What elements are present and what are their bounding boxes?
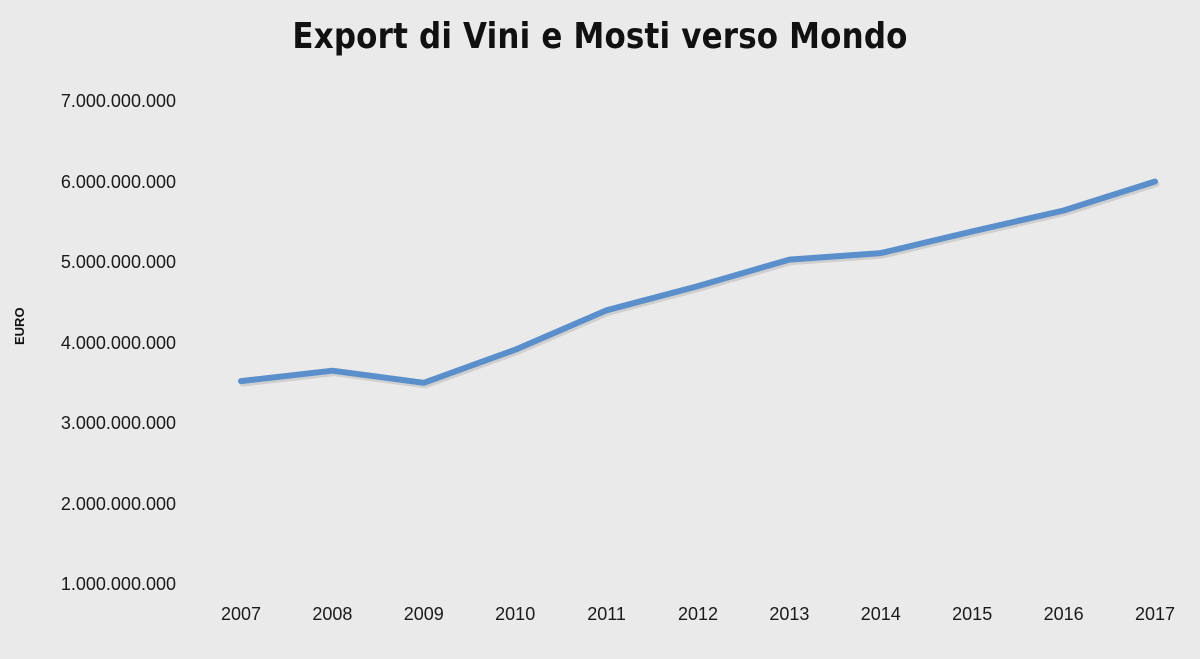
y-tick-label: 6.000.000.000 [60,171,176,192]
x-tick-label: 2016 [1043,604,1084,624]
series-line [238,178,1158,386]
y-tick-label: 2.000.000.000 [60,493,176,514]
x-tick-label: 2013 [769,604,810,624]
x-tick-label: 2008 [312,604,353,624]
y-tick-label: 7.000.000.000 [60,91,176,111]
y-tick-label: 4.000.000.000 [60,332,176,353]
x-tick-label: 2015 [952,604,993,624]
y-tick-label: 1.000.000.000 [60,574,176,594]
x-tick-label: 2017 [1134,604,1176,624]
x-tick-label: 2014 [860,604,901,624]
x-tick-label: 2009 [403,604,444,624]
chart-title: Export di Vini e Mosti verso Mondo [292,16,908,57]
y-tick-label: 5.000.000.000 [60,252,176,272]
x-tick-label: 2010 [495,604,536,624]
x-tick-label: 2012 [677,604,719,624]
y-tick-label: 3.000.000.000 [60,413,176,433]
x-tick-label: 2007 [220,604,262,624]
x-tick-label: 2011 [587,604,626,624]
